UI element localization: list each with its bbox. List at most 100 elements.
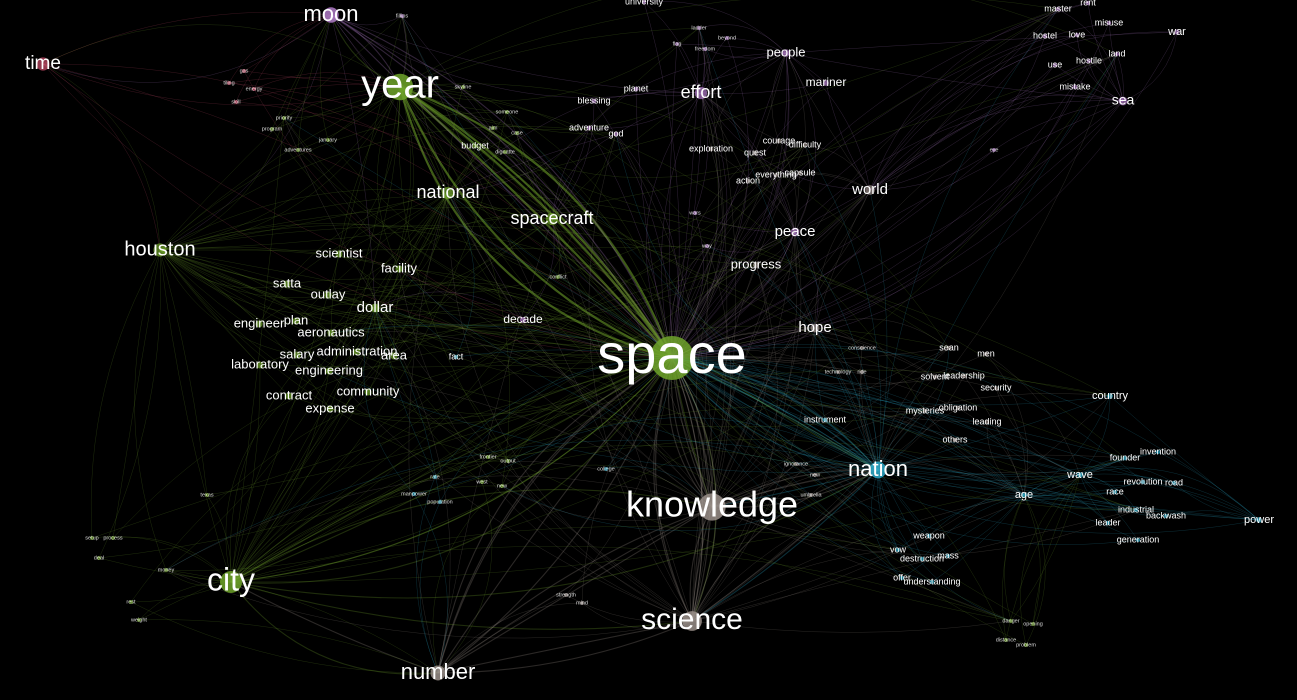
node-community[interactable] bbox=[364, 388, 372, 396]
node-industrial[interactable] bbox=[1133, 507, 1139, 513]
node-skill[interactable] bbox=[234, 100, 238, 104]
node-sean[interactable] bbox=[946, 345, 952, 351]
node-others[interactable] bbox=[952, 437, 958, 443]
node-year[interactable] bbox=[386, 73, 414, 101]
node-national[interactable] bbox=[441, 186, 455, 200]
node-outlay[interactable] bbox=[324, 291, 332, 299]
node-distance[interactable] bbox=[1004, 638, 1008, 642]
node-rent[interactable] bbox=[1085, 0, 1091, 6]
node-texas[interactable] bbox=[205, 493, 209, 497]
node-difficulty[interactable] bbox=[802, 142, 808, 148]
node-fillips[interactable] bbox=[400, 14, 404, 18]
node-strength[interactable] bbox=[564, 593, 568, 597]
node-leader[interactable] bbox=[1105, 520, 1111, 526]
node-dignatte[interactable] bbox=[503, 150, 507, 154]
node-master[interactable] bbox=[1055, 6, 1061, 12]
node-problem[interactable] bbox=[1024, 643, 1028, 647]
node-satta[interactable] bbox=[283, 280, 291, 288]
node-aeronautics[interactable] bbox=[327, 329, 335, 337]
node-security[interactable] bbox=[993, 385, 999, 391]
node-everything[interactable] bbox=[773, 172, 779, 178]
node-technology[interactable] bbox=[836, 370, 840, 374]
node-generation[interactable] bbox=[1135, 537, 1141, 543]
node-umbrella[interactable] bbox=[809, 493, 813, 497]
node-time[interactable] bbox=[36, 57, 50, 71]
node-exploration[interactable] bbox=[708, 146, 714, 152]
node-laboratory[interactable] bbox=[256, 361, 264, 369]
node-ladder[interactable] bbox=[697, 26, 701, 30]
node-ride[interactable] bbox=[860, 370, 864, 374]
node-engineering[interactable] bbox=[325, 367, 333, 375]
node-aim[interactable] bbox=[491, 126, 495, 130]
node-moon[interactable] bbox=[323, 7, 339, 23]
node-budget[interactable] bbox=[472, 143, 478, 149]
node-january[interactable] bbox=[326, 138, 330, 142]
node-adventure[interactable] bbox=[586, 125, 592, 131]
node-misuse[interactable] bbox=[1106, 20, 1112, 26]
node-knowledge[interactable] bbox=[698, 493, 726, 521]
node-instrument[interactable] bbox=[822, 417, 828, 423]
node-capsule[interactable] bbox=[797, 170, 803, 176]
node-science[interactable] bbox=[682, 611, 702, 631]
node-backwash[interactable] bbox=[1163, 513, 1169, 519]
node-weapon[interactable] bbox=[926, 533, 932, 539]
node-dollar[interactable] bbox=[370, 303, 380, 313]
node-college[interactable] bbox=[604, 467, 608, 471]
node-action[interactable] bbox=[745, 178, 751, 184]
node-love[interactable] bbox=[1074, 32, 1080, 38]
node-program[interactable] bbox=[270, 127, 274, 131]
node-rest[interactable] bbox=[129, 600, 133, 604]
node-fact[interactable] bbox=[453, 354, 459, 360]
node-facility[interactable] bbox=[395, 265, 403, 273]
node-invention[interactable] bbox=[1155, 449, 1161, 455]
node-houston[interactable] bbox=[153, 243, 167, 257]
node-destruction[interactable] bbox=[919, 556, 925, 562]
node-power[interactable] bbox=[1256, 517, 1262, 523]
node-god[interactable] bbox=[613, 131, 619, 137]
node-administration[interactable] bbox=[353, 348, 361, 356]
node-decade[interactable] bbox=[519, 316, 527, 324]
node-nation[interactable] bbox=[869, 461, 887, 479]
node-output[interactable] bbox=[506, 459, 510, 463]
node-quest[interactable] bbox=[752, 150, 758, 156]
node-manpower[interactable] bbox=[412, 492, 416, 496]
node-spacecraft[interactable] bbox=[545, 212, 559, 226]
node-hostile[interactable] bbox=[1086, 58, 1092, 64]
node-new2[interactable] bbox=[500, 484, 504, 488]
node-contract[interactable] bbox=[285, 392, 293, 400]
node-expense[interactable] bbox=[326, 405, 334, 413]
node-salary[interactable] bbox=[293, 351, 301, 359]
node-someone[interactable] bbox=[505, 110, 509, 114]
node-wave[interactable] bbox=[1077, 472, 1083, 478]
node-obligation[interactable] bbox=[955, 405, 961, 411]
node-solvent[interactable] bbox=[932, 374, 938, 380]
node-flag[interactable] bbox=[675, 42, 679, 46]
node-conscience[interactable] bbox=[860, 346, 864, 350]
node-world[interactable] bbox=[865, 185, 875, 195]
node-road[interactable] bbox=[1171, 480, 1177, 486]
node-city[interactable] bbox=[220, 571, 242, 593]
node-opening[interactable] bbox=[1031, 622, 1035, 626]
node-hostel[interactable] bbox=[1042, 33, 1048, 39]
node-case[interactable] bbox=[515, 131, 519, 135]
node-beyond[interactable] bbox=[725, 36, 729, 40]
node-revolution[interactable] bbox=[1140, 479, 1146, 485]
node-setup[interactable] bbox=[90, 536, 94, 540]
node-race[interactable] bbox=[1112, 489, 1118, 495]
node-plan[interactable] bbox=[292, 317, 300, 325]
node-peace[interactable] bbox=[790, 227, 800, 237]
node-engineer[interactable] bbox=[255, 320, 263, 328]
node-mind[interactable] bbox=[580, 601, 584, 605]
node-understanding[interactable] bbox=[929, 579, 935, 585]
node-people[interactable] bbox=[782, 49, 790, 57]
node-mysteries[interactable] bbox=[922, 408, 928, 414]
node-founder[interactable] bbox=[1122, 455, 1128, 461]
node-courage[interactable] bbox=[776, 138, 782, 144]
node-effort[interactable] bbox=[694, 86, 708, 100]
node-rate[interactable] bbox=[433, 475, 437, 479]
node-leadership[interactable] bbox=[961, 373, 967, 379]
node-deal[interactable] bbox=[97, 556, 101, 560]
node-energy[interactable] bbox=[252, 87, 256, 91]
node-wars[interactable] bbox=[693, 211, 697, 215]
node-money[interactable] bbox=[164, 568, 168, 572]
